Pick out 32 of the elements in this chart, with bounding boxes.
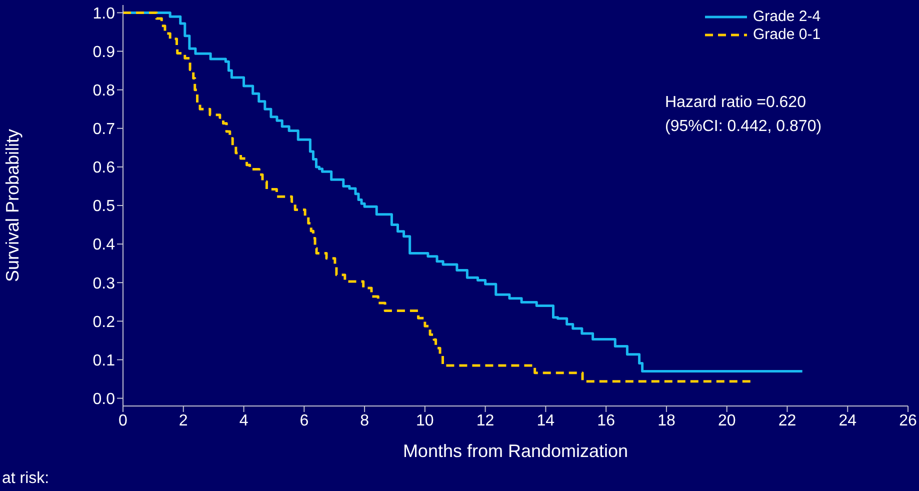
x-tick-label: 4 <box>239 412 248 430</box>
x-axis-title: Months from Randomization <box>402 440 628 461</box>
y-tick-label: 0.4 <box>92 236 116 254</box>
x-tick-label: 12 <box>476 412 494 430</box>
x-tick-label: 10 <box>416 412 434 430</box>
y-tick-label: 0.0 <box>92 390 116 408</box>
x-tick-label: 8 <box>360 412 370 430</box>
y-tick-label: 0.6 <box>92 160 116 177</box>
x-tick-label: 20 <box>718 412 736 430</box>
y-tick-label: 0.9 <box>92 44 116 61</box>
y-tick-label: 0.3 <box>92 275 116 292</box>
x-tick-label: 14 <box>536 412 555 430</box>
legend-label: Grade 2-4 <box>753 8 821 26</box>
x-tick-label: 26 <box>899 412 917 430</box>
y-tick-label: 1.0 <box>92 5 116 22</box>
text: at risk: <box>2 470 50 488</box>
x-tick-label: 2 <box>178 412 188 430</box>
x-tick-label: 18 <box>658 412 676 430</box>
y-tick-label: 0.7 <box>92 121 116 138</box>
x-tick-label: 22 <box>778 412 796 430</box>
x-tick-label: 0 <box>118 412 128 430</box>
annotation: Hazard ratio =0.620 <box>665 94 806 112</box>
y-tick-label: 0.5 <box>92 198 116 216</box>
x-tick-label: 6 <box>300 412 309 430</box>
y-axis-title: Survival Probability <box>2 128 22 282</box>
x-tick-label: 24 <box>838 412 857 430</box>
legend-label: Grade 0-1 <box>753 26 821 44</box>
y-tick-label: 0.2 <box>92 314 116 331</box>
y-tick-label: 0.1 <box>92 352 116 370</box>
y-tick-label: 0.8 <box>92 82 116 100</box>
x-tick-label: 16 <box>597 412 616 430</box>
annotation: (95%CI: 0.442, 0.870) <box>665 118 822 136</box>
